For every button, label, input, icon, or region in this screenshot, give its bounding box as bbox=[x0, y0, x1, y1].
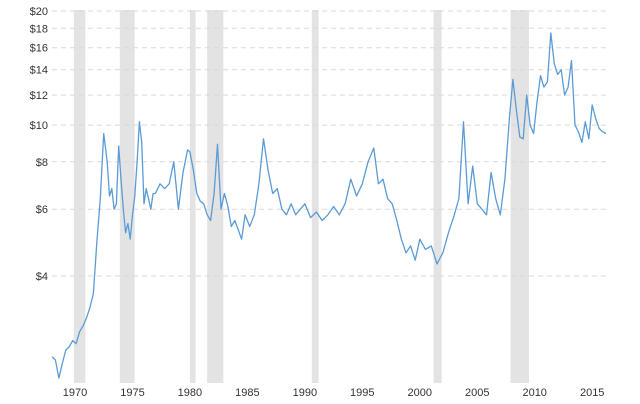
y-tick-label: $12 bbox=[30, 90, 48, 102]
recession-band-0 bbox=[73, 10, 86, 383]
y-tick-label: $18 bbox=[30, 23, 48, 35]
price-line bbox=[51, 32, 607, 379]
y-tick-label: $6 bbox=[36, 204, 48, 216]
x-tick-label: 2005 bbox=[465, 387, 489, 399]
recession-bands bbox=[73, 10, 529, 383]
x-tick-label: 2010 bbox=[522, 387, 546, 399]
recession-band-1 bbox=[119, 10, 135, 383]
recession-band-4 bbox=[311, 10, 319, 383]
x-tick-label: 1980 bbox=[178, 387, 202, 399]
recession-band-5 bbox=[433, 10, 442, 383]
x-tick-label: 1985 bbox=[235, 387, 259, 399]
x-tick-label: 1970 bbox=[63, 387, 87, 399]
y-tick-label: $4 bbox=[36, 271, 48, 283]
recession-band-3 bbox=[207, 10, 224, 383]
price-series bbox=[51, 32, 607, 379]
y-tick-label: $10 bbox=[30, 120, 48, 132]
x-axis: 1970 1975 1980 1985 1990 1995 2000 2005 2010 2015 bbox=[63, 387, 605, 399]
x-tick-label: 2000 bbox=[408, 387, 432, 399]
x-tick-label: 1990 bbox=[293, 387, 317, 399]
y-axis: $4 $6 $8 $10 $12 $14 $16 $18 $20 bbox=[30, 6, 48, 283]
recession-band-2 bbox=[189, 10, 196, 383]
y-tick-label: $8 bbox=[36, 157, 48, 169]
x-tick-label: 2015 bbox=[580, 387, 604, 399]
y-tick-label: $16 bbox=[30, 43, 48, 55]
gridlines bbox=[52, 10, 606, 277]
y-tick-label: $14 bbox=[30, 65, 48, 77]
recession-band-6 bbox=[510, 10, 529, 383]
y-tick-label: $20 bbox=[30, 6, 48, 18]
x-tick-label: 1975 bbox=[120, 387, 144, 399]
x-tick-label: 1995 bbox=[350, 387, 374, 399]
